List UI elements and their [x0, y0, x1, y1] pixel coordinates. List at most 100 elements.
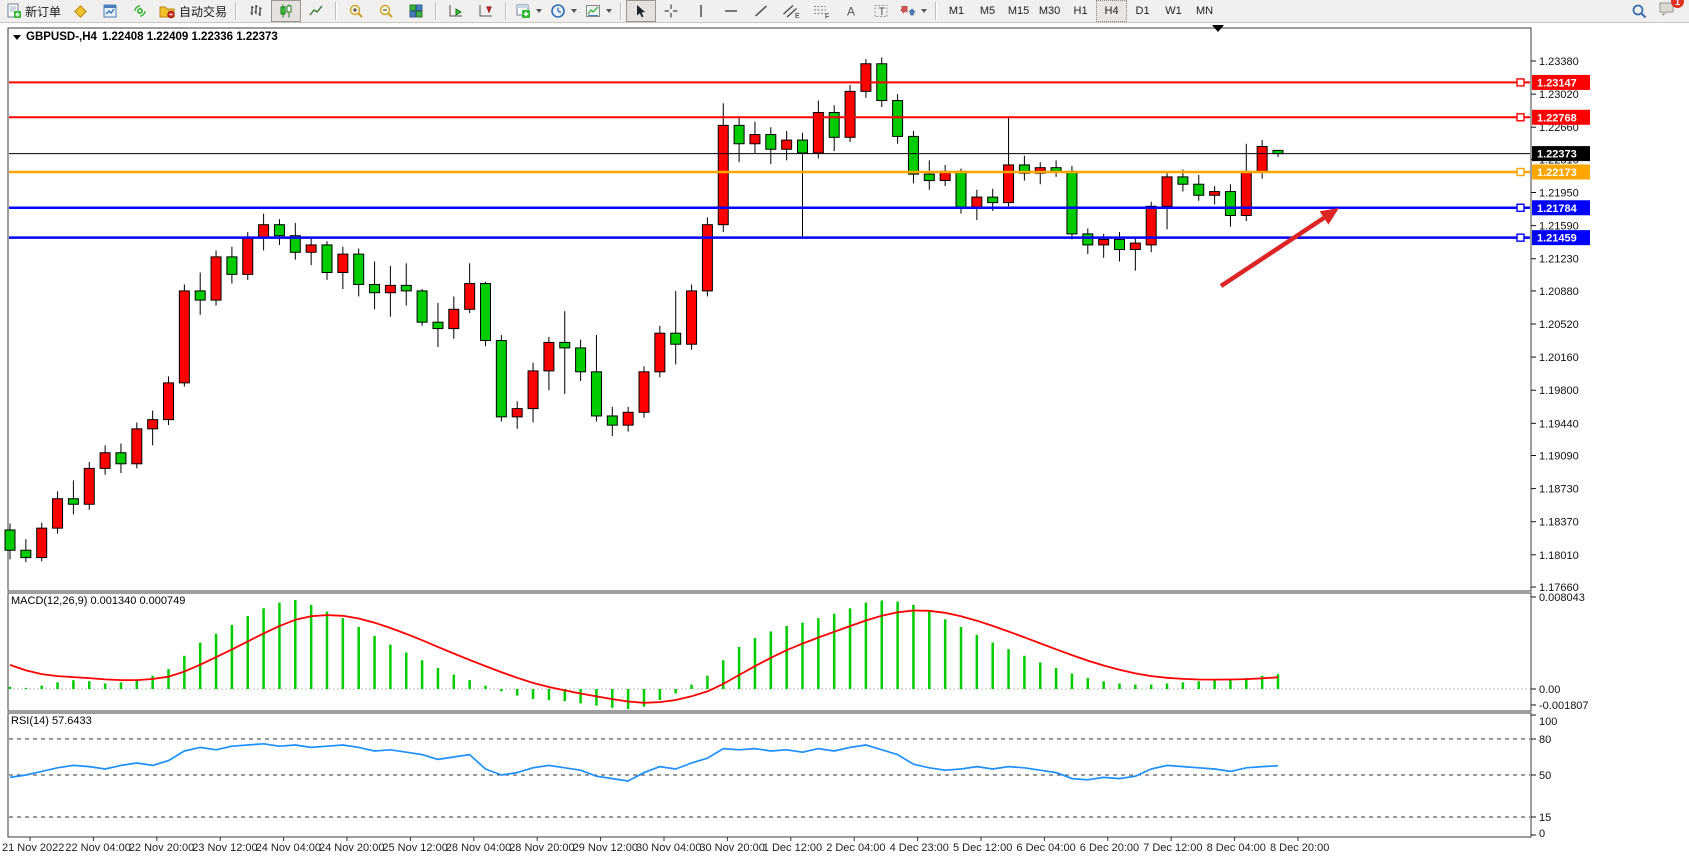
candlestick-type-button[interactable]	[271, 0, 302, 22]
date-label: 29 Nov 12:00	[573, 842, 638, 854]
rsi-name: RSI(14)	[11, 715, 49, 727]
date-label: 22 Nov 04:00	[65, 842, 130, 854]
new-chart-window-button[interactable]	[511, 0, 546, 22]
equidistant-channel-tool-button[interactable]: E	[776, 0, 806, 22]
text-label-tool-button[interactable]: T	[866, 0, 896, 22]
horizontal-line-tool-button[interactable]	[716, 0, 746, 22]
candle-down	[273, 224, 285, 237]
fibo-letter: F	[825, 14, 829, 20]
current-price-tag-label: 1.22373	[1537, 149, 1577, 161]
candle-up	[1209, 191, 1221, 196]
candle-down	[590, 371, 602, 417]
vertical-line-tool-button[interactable]	[686, 0, 716, 22]
date-label: 28 Nov 20:00	[509, 842, 574, 854]
market-watch-button[interactable]	[95, 0, 125, 22]
toolbar-separator	[935, 2, 938, 20]
auto-trading-button[interactable]: 自动交易	[155, 0, 231, 22]
tile-windows-icon	[409, 4, 423, 18]
timeframe-button-MN[interactable]: MN	[1195, 5, 1214, 17]
market-watch-icon	[103, 4, 117, 18]
price-tick-label: 1.18010	[1539, 550, 1579, 562]
timeframe-button-M5[interactable]: M5	[979, 5, 996, 17]
bar-chart-type-button[interactable]	[241, 0, 271, 22]
line-chart-type-button[interactable]	[301, 0, 331, 22]
timeframe-button-H4[interactable]: H4	[1096, 0, 1128, 22]
zoom-in-button[interactable]	[341, 0, 371, 22]
trend-arrow-annotation[interactable]	[1219, 208, 1339, 288]
hline-handle[interactable]	[1516, 78, 1525, 87]
horizontal-line-1.21784[interactable]: 1.21784	[9, 200, 1590, 216]
candle-down	[115, 452, 127, 465]
macd-pane[interactable]	[7, 592, 1532, 712]
hline-price-tag-label: 1.21784	[1537, 203, 1578, 215]
timeframe-button-H1[interactable]: H1	[1073, 5, 1088, 17]
horizontal-line-icon	[725, 10, 738, 12]
horizontal-line-1.22768[interactable]: 1.22768	[9, 109, 1590, 125]
tile-windows-button[interactable]	[401, 0, 431, 22]
new-chart-diamond-button[interactable]	[65, 0, 95, 22]
rsi-axis-label: 15	[1539, 812, 1551, 824]
chart-shift-marker[interactable]	[1212, 25, 1224, 32]
line-chart-type-icon	[309, 5, 323, 16]
cursor-tool-button[interactable]	[626, 0, 657, 22]
candle-down	[416, 290, 428, 323]
candle-down	[321, 244, 333, 274]
toolbar-right-icons: 1	[1631, 0, 1687, 22]
collapse-triangle-icon[interactable]	[13, 34, 21, 40]
timeframe-button-M1[interactable]: M1	[948, 5, 965, 17]
candle-down	[733, 124, 745, 145]
candle-down	[828, 111, 840, 138]
crosshair-icon	[664, 4, 678, 18]
price-tick-label: 1.21590	[1539, 221, 1579, 233]
fibonacci-tool-button[interactable]: F	[806, 0, 836, 22]
candle-up	[258, 224, 270, 239]
timeframe-button-M30[interactable]: M30	[1038, 5, 1061, 17]
diamond-icon	[74, 5, 87, 18]
new-order-button[interactable]: 新订单	[2, 0, 65, 22]
main-price-pane[interactable]	[7, 27, 1532, 592]
candle-up	[210, 256, 222, 301]
hline-handle[interactable]	[1516, 233, 1525, 242]
price-tick-label: 1.18730	[1539, 484, 1579, 496]
candle-up	[543, 341, 555, 372]
crosshair-tool-button[interactable]	[656, 0, 686, 22]
macd-axis-label: 0.008043	[1539, 592, 1585, 604]
zoom-out-button[interactable]	[371, 0, 401, 22]
candle-up	[242, 237, 254, 275]
horizontal-line-1.21459[interactable]: 1.21459	[9, 230, 1590, 246]
hline-handle[interactable]	[1516, 167, 1525, 177]
date-label: 6 Dec 20:00	[1080, 842, 1139, 854]
horizontal-line-1.23147[interactable]: 1.23147	[9, 74, 1590, 90]
timeframe-button-M15[interactable]: M15	[1007, 5, 1030, 17]
price-tick-label: 1.20160	[1539, 352, 1579, 364]
text-tool-button[interactable]: A	[836, 0, 866, 22]
chart-shift-button[interactable]	[471, 0, 501, 22]
candle-up	[337, 253, 349, 274]
horizontal-line-1.22173[interactable]: 1.22173	[9, 164, 1590, 180]
date-label: 28 Nov 04:00	[446, 842, 511, 854]
price-tick-label: 1.18370	[1539, 517, 1579, 529]
auto-scroll-button[interactable]	[441, 0, 471, 22]
timeframe-button-W1[interactable]: W1	[1165, 5, 1182, 17]
hline-handle[interactable]	[1516, 203, 1525, 212]
arrows-tool-button[interactable]	[896, 0, 931, 22]
chart-template-icon	[586, 5, 601, 17]
chart-template-button[interactable]	[581, 0, 616, 22]
auto-trading-label: 自动交易	[179, 4, 228, 19]
date-label: 2 Dec 04:00	[826, 842, 885, 854]
timeframe-button-D1[interactable]: D1	[1135, 5, 1150, 17]
toolbar-separator	[620, 2, 623, 20]
notification-badge: 1	[1671, 0, 1684, 8]
candle-down	[400, 284, 412, 292]
navigator-button[interactable]	[125, 0, 155, 22]
candle-down	[495, 340, 507, 418]
candle-up	[384, 284, 396, 294]
auto-scroll-icon	[449, 5, 463, 17]
notifications-button[interactable]: 1	[1658, 0, 1684, 22]
hline-handle[interactable]	[1516, 113, 1525, 122]
search-icon[interactable]	[1631, 3, 1648, 20]
clock-icon	[551, 4, 565, 18]
profiles-clock-button[interactable]	[546, 0, 581, 22]
trendline-tool-button[interactable]	[746, 0, 776, 22]
